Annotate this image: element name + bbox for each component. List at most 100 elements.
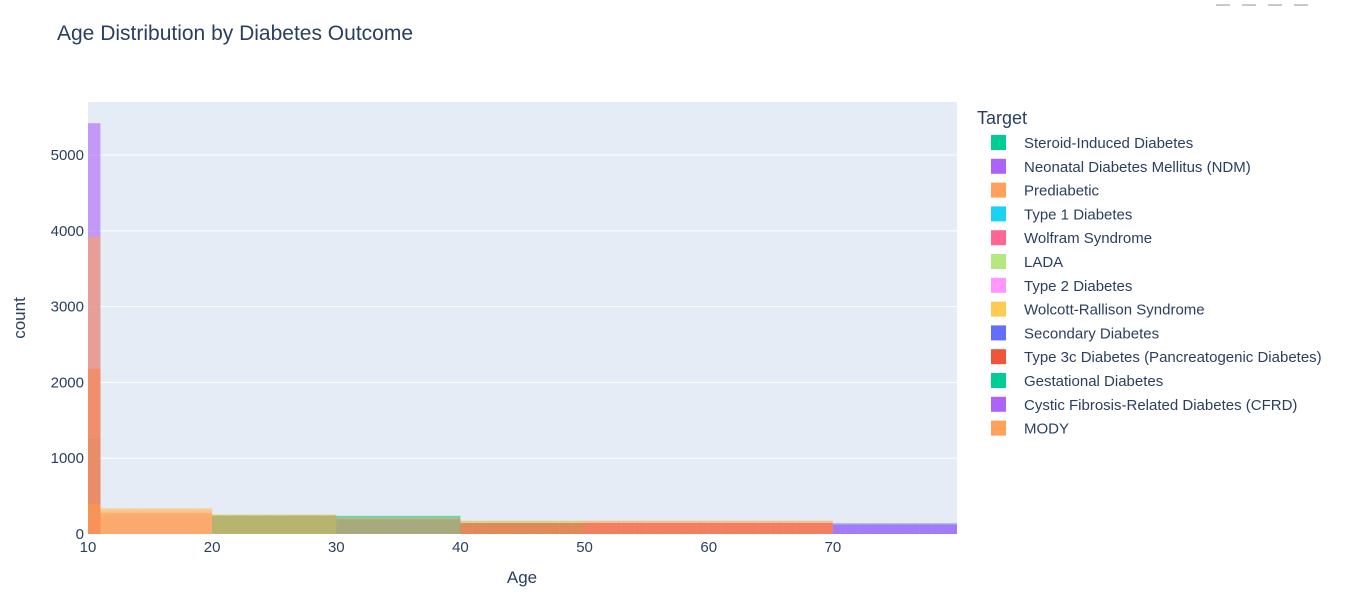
histogram-bar[interactable]: [621, 523, 635, 534]
histogram-bar[interactable]: [572, 523, 585, 534]
histogram-bar[interactable]: [274, 515, 287, 534]
histogram-bar[interactable]: [696, 523, 709, 534]
legend-item[interactable]: LADA: [991, 254, 1063, 271]
histogram-bar[interactable]: [795, 523, 809, 534]
legend-item[interactable]: Wolfram Syndrome: [991, 230, 1152, 247]
y-tick-label: 4000: [51, 223, 84, 240]
legend-swatch: [991, 420, 1006, 436]
histogram-bar[interactable]: [845, 524, 858, 534]
histogram-bar[interactable]: [137, 512, 151, 534]
histogram-bar[interactable]: [125, 512, 138, 534]
histogram-bar[interactable]: [659, 523, 672, 534]
histogram-bar[interactable]: [596, 523, 610, 534]
histogram-bar[interactable]: [522, 523, 535, 534]
histogram-bar[interactable]: [236, 515, 250, 534]
histogram-bar[interactable]: [373, 517, 386, 534]
histogram-bar[interactable]: [336, 517, 349, 534]
histogram-bar[interactable]: [547, 523, 560, 534]
histogram-bar[interactable]: [882, 524, 895, 534]
histogram-bar[interactable]: [857, 524, 871, 534]
histogram-bar[interactable]: [361, 517, 374, 534]
legend-label: Steroid-Induced Diabetes: [1024, 135, 1193, 152]
histogram-bar[interactable]: [410, 517, 424, 534]
histogram-bar[interactable]: [150, 512, 163, 534]
x-tick-label: 30: [328, 539, 345, 556]
histogram-bar[interactable]: [808, 523, 821, 534]
histogram-bar[interactable]: [770, 523, 784, 534]
legend-swatch: [991, 325, 1006, 341]
legend-item[interactable]: Type 2 Diabetes: [991, 277, 1132, 295]
histogram-bar[interactable]: [323, 515, 337, 534]
legend-item[interactable]: Prediabetic: [991, 182, 1100, 200]
legend-item[interactable]: Type 3c Diabetes (Pancreatogenic Diabete…: [991, 349, 1322, 366]
zoom-icon[interactable]: [1216, 0, 1230, 6]
legend-item[interactable]: Wolcott-Rallison Syndrome: [991, 301, 1205, 319]
legend-item[interactable]: Secondary Diabetes: [991, 325, 1159, 342]
legend-item[interactable]: Cystic Fibrosis-Related Diabetes (CFRD): [991, 396, 1297, 414]
histogram-bar[interactable]: [100, 512, 113, 534]
histogram-bar[interactable]: [721, 523, 734, 534]
histogram-bar[interactable]: [510, 523, 523, 534]
histogram-bar[interactable]: [348, 517, 362, 534]
histogram-bar[interactable]: [609, 523, 622, 534]
legend-item[interactable]: Neonatal Diabetes Mellitus (NDM): [991, 158, 1251, 176]
histogram-bar[interactable]: [398, 517, 411, 534]
histogram-bar[interactable]: [299, 515, 312, 534]
histogram-bar[interactable]: [212, 515, 225, 534]
histogram-bar[interactable]: [745, 523, 759, 534]
histogram-bar[interactable]: [534, 523, 548, 534]
histogram-bar[interactable]: [174, 512, 188, 534]
histogram-bar[interactable]: [820, 523, 833, 534]
modebar[interactable]: [1216, 0, 1308, 6]
histogram-bar[interactable]: [919, 524, 933, 534]
histogram-bar[interactable]: [870, 524, 883, 534]
histogram-bar[interactable]: [88, 236, 101, 534]
plot-area[interactable]: [88, 102, 957, 534]
pan-icon[interactable]: [1242, 0, 1256, 6]
histogram-bar[interactable]: [311, 515, 324, 534]
histogram-bar[interactable]: [944, 524, 957, 534]
x-tick-label: 70: [825, 539, 842, 556]
histogram-bar[interactable]: [199, 512, 213, 534]
histogram-bar[interactable]: [671, 523, 684, 534]
histogram-bar[interactable]: [423, 517, 436, 534]
legend-item[interactable]: Steroid-Induced Diabetes: [991, 135, 1193, 152]
histogram-bar[interactable]: [584, 523, 597, 534]
legend[interactable]: Steroid-Induced Diabetes Neonatal Diabete…: [991, 135, 1322, 438]
legend-swatch: [991, 349, 1006, 365]
histogram-bar[interactable]: [385, 517, 399, 534]
legend-item[interactable]: Type 1 Diabetes: [991, 206, 1132, 223]
histogram-bar[interactable]: [187, 512, 200, 534]
histogram-bar[interactable]: [733, 523, 746, 534]
histogram-bar[interactable]: [758, 523, 771, 534]
legend-item[interactable]: Gestational Diabetes: [991, 373, 1163, 390]
histogram-bar[interactable]: [286, 515, 300, 534]
histogram-bar[interactable]: [261, 515, 275, 534]
histogram-bar[interactable]: [634, 523, 647, 534]
histogram-bar[interactable]: [249, 515, 262, 534]
histogram-bar[interactable]: [783, 523, 796, 534]
x-tick-label: 10: [80, 539, 97, 556]
histogram-bar[interactable]: [683, 523, 697, 534]
bar-chart-icon[interactable]: [1268, 0, 1282, 6]
histogram-bar[interactable]: [485, 523, 498, 534]
histogram-bar[interactable]: [448, 517, 461, 534]
histogram-bar[interactable]: [646, 523, 660, 534]
autoscale-icon[interactable]: [1294, 0, 1308, 6]
histogram-bar[interactable]: [708, 523, 722, 534]
histogram-bar[interactable]: [907, 524, 920, 534]
histogram-bar[interactable]: [460, 523, 473, 534]
histogram-bar[interactable]: [497, 523, 511, 534]
histogram-bar[interactable]: [472, 523, 486, 534]
y-tick-label: 1000: [51, 450, 84, 467]
histogram-bar[interactable]: [435, 517, 449, 534]
histogram-bar[interactable]: [224, 515, 237, 534]
legend-label: Gestational Diabetes: [1024, 373, 1163, 390]
histogram-bar[interactable]: [162, 512, 175, 534]
legend-item[interactable]: MODY: [991, 420, 1069, 438]
histogram-bar[interactable]: [894, 524, 908, 534]
histogram-bar[interactable]: [559, 523, 573, 534]
histogram-bar[interactable]: [832, 524, 846, 534]
histogram-bar[interactable]: [932, 524, 945, 534]
histogram-bar[interactable]: [112, 512, 126, 534]
